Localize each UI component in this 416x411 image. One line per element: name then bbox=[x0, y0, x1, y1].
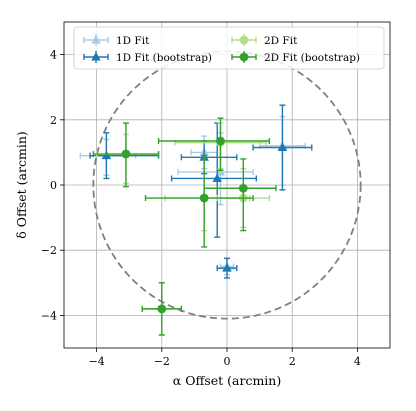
legend-label: 1D Fit (bootstrap) bbox=[116, 52, 212, 64]
series-3 bbox=[92, 117, 277, 336]
legend: 1D Fit 1D Fit (bootstrap) 2D Fit 2D Fit (bo… bbox=[73, 26, 385, 70]
data-point bbox=[164, 154, 251, 232]
x-tick-label: −2 bbox=[154, 355, 170, 368]
legend-box bbox=[73, 26, 385, 70]
data-marker bbox=[277, 142, 288, 152]
data-point bbox=[216, 257, 238, 279]
data-marker bbox=[199, 193, 209, 203]
legend-label: 1D Fit bbox=[116, 35, 150, 47]
data-point bbox=[92, 122, 160, 188]
legend-label: 2D Fit (bootstrap) bbox=[264, 52, 360, 64]
data-marker bbox=[238, 183, 248, 193]
y-tick-label: −4 bbox=[41, 309, 57, 322]
data-point bbox=[144, 154, 254, 248]
y-tick-label: 2 bbox=[50, 114, 57, 127]
x-tick-label: 2 bbox=[289, 355, 296, 368]
series-1 bbox=[89, 104, 313, 279]
x-tick-label: −4 bbox=[88, 355, 104, 368]
data-point bbox=[180, 140, 238, 175]
data-marker bbox=[157, 304, 167, 314]
y-tick-label: −2 bbox=[41, 244, 57, 257]
x-tick-label: 4 bbox=[354, 355, 361, 368]
grid bbox=[64, 22, 390, 348]
legend-marker bbox=[239, 35, 249, 45]
data-point bbox=[203, 158, 277, 232]
data-point bbox=[141, 282, 183, 336]
legend-entry: 1D Fit bbox=[83, 34, 150, 47]
data-point bbox=[252, 104, 313, 191]
data-marker bbox=[216, 136, 225, 146]
data-marker bbox=[212, 173, 222, 182]
y-tick-label: 0 bbox=[50, 179, 57, 192]
legend-marker bbox=[91, 52, 101, 61]
legend-entry: 2D Fit (bootstrap) bbox=[231, 51, 360, 64]
data-point bbox=[157, 117, 271, 172]
series-0 bbox=[79, 115, 306, 276]
ticks: −4 −2 0 2 4 −4 −2 0 2 4 bbox=[41, 49, 361, 368]
data-marker bbox=[222, 263, 232, 272]
data-marker bbox=[101, 150, 112, 160]
legend-marker bbox=[239, 52, 249, 62]
data-layer bbox=[79, 104, 313, 336]
data-marker bbox=[215, 166, 226, 176]
x-tick-label: 0 bbox=[224, 355, 231, 368]
data-marker bbox=[121, 149, 131, 159]
legend-marker bbox=[91, 35, 101, 44]
y-tick-label: 4 bbox=[50, 49, 57, 62]
legend-entry: 1D Fit (bootstrap) bbox=[83, 51, 212, 64]
legend-entry: 2D Fit bbox=[231, 34, 298, 47]
legend-label: 2D Fit bbox=[264, 35, 298, 47]
y-axis-label: δ Offset (arcmin) bbox=[14, 131, 29, 239]
x-axis-label: α Offset (arcmin) bbox=[173, 373, 281, 388]
